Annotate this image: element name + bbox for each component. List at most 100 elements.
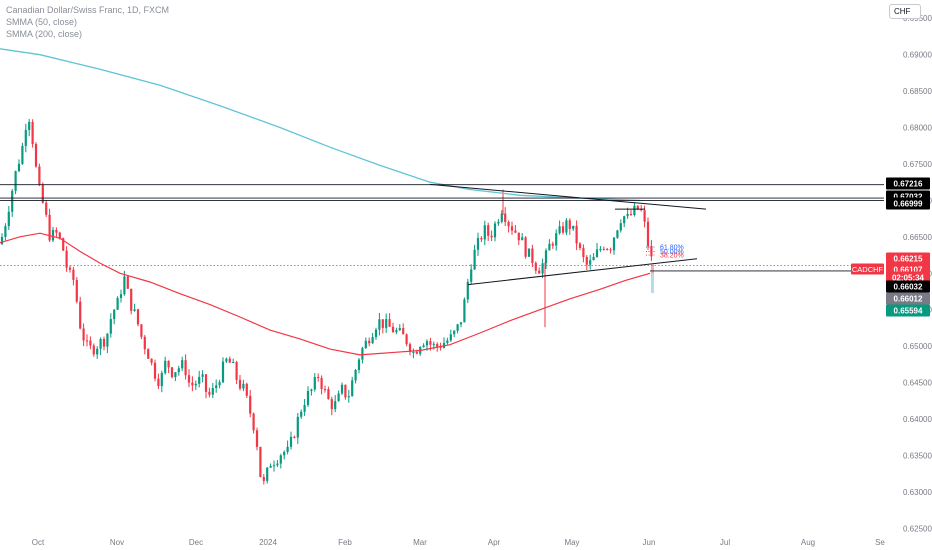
smma-200-line [0,48,641,202]
candle-body [109,319,112,334]
candle-body [238,379,242,389]
candle-body [629,213,633,215]
price-tick-label: 0.64000 [903,415,932,424]
currency-button[interactable]: CHF [889,4,921,19]
candle-body [0,236,4,245]
candle-body [398,328,401,331]
price-label-box [886,304,930,317]
candle-body [62,238,65,251]
candle-body [623,216,626,224]
candle-body [558,226,561,234]
candle-body [504,213,507,222]
candle-body [259,446,262,478]
candle-body [191,382,194,386]
candle-body [293,436,296,438]
candle-body [28,121,31,130]
candle-body [578,243,582,249]
candle-body [541,263,544,274]
price-label-text: 0.66999 [894,200,923,209]
fib-level-label: 50.00% [660,249,684,256]
candle-body [228,358,231,363]
candle-body [548,243,551,251]
currency-label: CHF [894,7,911,16]
candle-body [140,324,143,337]
price-label-text: 0.66107 [894,266,923,275]
symbol-tag-label: CADCHF [852,265,884,274]
candle-body [283,451,286,456]
candle-body [364,340,367,349]
symbol-tag-box [851,263,884,275]
candle-body [517,232,520,241]
candle-body [371,337,374,344]
time-tick-label: May [564,538,579,547]
candle-body [531,248,534,264]
candle-body [65,250,68,268]
candle-body [55,229,58,233]
candle-body [646,221,650,247]
candle-body [187,375,191,383]
candle-body [85,340,89,342]
indicator-smma-200[interactable]: SMMA (200, close) [6,29,83,39]
candle-body [368,340,371,344]
candle-body [354,369,357,381]
candle-body [344,384,347,398]
candle-body [31,121,34,145]
candle-body [126,276,129,289]
candle-body [211,388,214,395]
candle-body [96,348,99,355]
candle-body [609,249,612,251]
support-trendline [467,258,698,286]
candle-body [204,374,208,392]
candle-body [357,359,361,370]
candle-body [555,233,558,246]
time-axis[interactable]: Oct Nov Dec 2024 Feb Mar Apr May Jun Jul Aug Se [32,538,886,547]
candle-body [599,248,602,250]
symbol-title[interactable]: Canadian Dollar/Swiss Franc, 1D, FXCM [6,5,170,15]
candle-body [72,269,75,280]
candle-body [374,329,378,338]
smma-50-line [0,232,651,356]
candle-body [119,294,123,298]
candle-body [24,129,27,146]
candle-body [14,171,17,191]
candle-body [589,260,592,265]
candle-body [269,466,272,468]
resistance-trendline [429,183,707,210]
candle-body [75,279,78,302]
candle-body [473,249,476,270]
candle-body [276,463,279,466]
candle-body [235,361,238,380]
candle-body [113,309,116,320]
indicator-smma-50[interactable]: SMMA (50, close) [6,17,78,27]
candle-body [500,213,503,222]
candle-body [7,211,10,227]
candle-body [38,166,41,185]
time-tick-label: Jun [643,538,656,547]
candle-body [116,297,119,310]
candle-body [48,214,51,241]
candle-body [412,351,415,353]
candle-body [102,339,106,347]
price-label-text: 0.67216 [894,180,923,189]
candle-body [289,436,293,447]
candle-body [194,383,197,386]
candle-body [252,413,255,431]
candle-body [510,226,514,231]
candle-body [164,360,167,373]
candle-body [310,389,313,391]
candle-body [351,380,354,397]
trend-drawings: 61.80%50.00%38.20% [0,183,884,286]
candle-body [99,339,102,349]
candle-body [340,384,344,394]
candle-body [592,256,595,261]
price-tick-label: 0.69000 [903,51,932,60]
candle-body [391,326,395,333]
price-tick-label: 0.68000 [903,124,932,133]
candle-body [524,237,527,257]
candle-body [249,395,252,414]
candle-body [378,319,381,330]
candle-body [640,209,643,211]
candle-body [313,377,316,390]
